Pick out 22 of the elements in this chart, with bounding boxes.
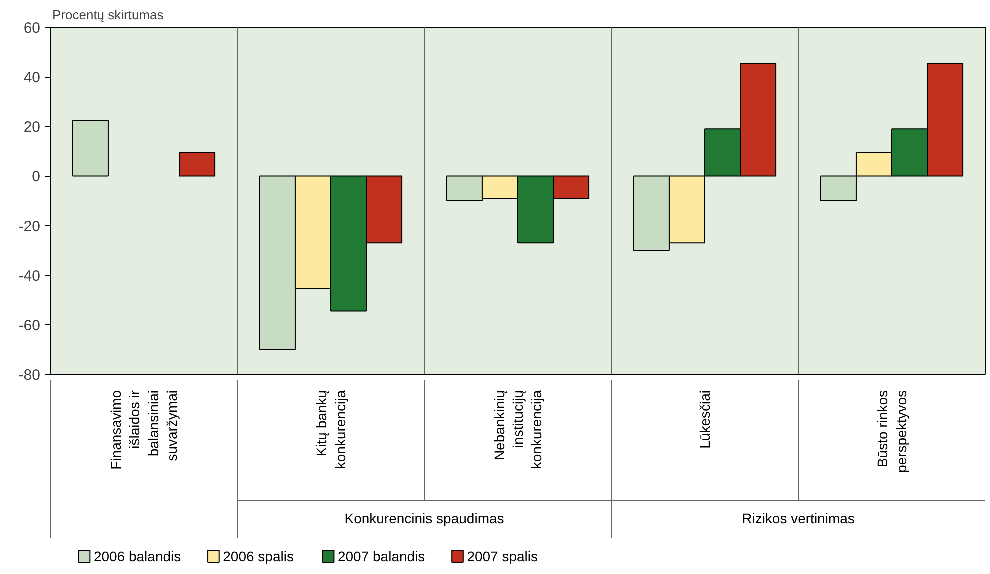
legend-label: 2007 balandis bbox=[338, 548, 426, 564]
y-axis-title: Procentų skirtumas bbox=[52, 8, 164, 22]
x-tick-label: Nebankinių institucijų konkurencija bbox=[491, 390, 545, 470]
y-tick-label: -60 bbox=[18, 317, 41, 334]
x-tick-label: Lūkesčiai bbox=[697, 390, 713, 449]
x-tick-label: Būsto rinkos perspektyvos bbox=[874, 390, 910, 473]
y-tick-label: -40 bbox=[18, 268, 41, 285]
bar bbox=[72, 120, 109, 177]
bar bbox=[179, 152, 216, 177]
y-tick-label: -20 bbox=[18, 218, 41, 236]
x-tick-label: Kitų bankų konkurencija bbox=[314, 390, 348, 470]
y-tick-label: 0 bbox=[32, 168, 40, 186]
text: Konkurencinis spaudimas bbox=[344, 510, 504, 526]
y-tick-label: 20 bbox=[24, 119, 41, 136]
y-tick-label: 40 bbox=[24, 70, 41, 87]
legend-label: 2006 balandis bbox=[94, 548, 182, 564]
text: Rizikos vertinimas bbox=[742, 510, 855, 526]
legend-label: 2006 spalis bbox=[223, 548, 294, 564]
legend-label: 2007 spalis bbox=[467, 548, 538, 564]
y-tick-label: 60 bbox=[24, 20, 41, 37]
y-tick-label: -80 bbox=[18, 367, 41, 384]
x-tick-label: Finansavimo išlaidos ir balansiniai suvaržymai bbox=[108, 390, 180, 470]
